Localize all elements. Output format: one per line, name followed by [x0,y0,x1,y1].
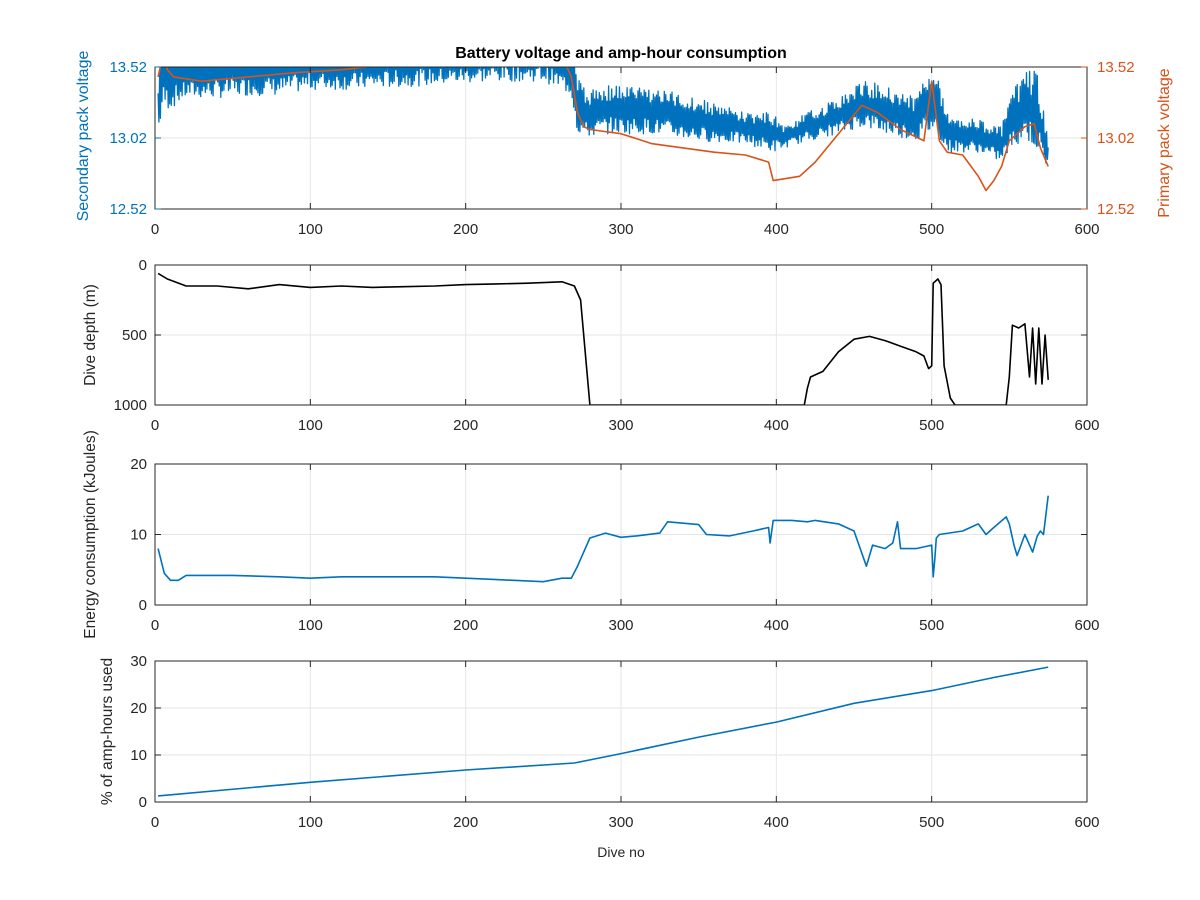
y-tick-label-right: 13.02 [1097,130,1135,147]
y-tick-label: 500 [122,327,147,344]
x-tick-label: 500 [919,221,944,238]
subplot-4: 0 100 200 300 400 500 600 0 10 20 30 % of amp-hours… [99,653,1100,831]
x-tick-label: 500 [919,617,944,634]
y-tick-label: 20 [130,456,147,473]
y-tick-label: 30 [130,653,147,670]
x-tick-label: 100 [298,221,323,238]
y-tick-label: 20 [130,700,147,717]
x-tick-label: 400 [764,417,789,434]
y-tick-label: 13.52 [109,59,147,76]
x-tick-label: 300 [608,617,633,634]
x-tick-label: 600 [1074,814,1099,831]
series-line-1 [157,272,1049,405]
x-tick-label: 200 [453,221,478,238]
y-tick-label: 0 [139,794,147,811]
x-tick-label: 400 [764,814,789,831]
x-tick-label: 0 [151,814,159,831]
y-axis-label: Dive depth (m) [82,284,99,386]
x-tick-label: 300 [608,221,633,238]
y-tick-label: 10 [130,747,147,764]
x-tick-label: 100 [298,617,323,634]
series-line-1 [157,495,1049,583]
series-line-1 [157,67,1049,164]
x-tick-label: 100 [298,814,323,831]
x-tick-label: 100 [298,417,323,434]
y-tick-label: 13.02 [109,130,147,147]
x-axis-label: Dive no [597,844,645,860]
x-tick-label: 200 [453,617,478,634]
y-axis-label-right: Primary pack voltage [1156,68,1173,217]
x-tick-label: 400 [764,617,789,634]
y-tick-label-right: 12.52 [1097,201,1135,218]
x-tick-label: 600 [1074,417,1099,434]
y-axis-label: Energy consumption (kJoules) [82,430,99,639]
series-line-1 [158,666,1049,797]
y-tick-label-right: 13.52 [1097,59,1135,76]
y-tick-label: 0 [139,257,147,274]
y-axis-label-left: Secondary pack voltage [75,51,92,222]
x-tick-label: 600 [1074,221,1099,238]
chart-title: Battery voltage and amp-hour consumption [455,45,787,62]
x-tick-label: 500 [919,814,944,831]
x-tick-label: 0 [151,617,159,634]
x-tick-label: 300 [608,814,633,831]
x-tick-label: 600 [1074,617,1099,634]
x-tick-label: 500 [919,417,944,434]
subplot-2: 0 100 200 300 400 500 600 0 500 1000 Dive depth (m… [82,257,1100,434]
subplot-1: 0 100 200 300 400 500 600 12.52 12.52 13.02 13.02 1… [75,51,1173,238]
subplot-3: 0 100 200 300 400 500 600 0 10 20 Energy consumpti… [82,430,1100,639]
x-tick-label: 200 [453,417,478,434]
x-tick-label: 400 [764,221,789,238]
x-tick-label: 300 [608,417,633,434]
x-tick-label: 0 [151,221,159,238]
x-tick-label: 200 [453,814,478,831]
x-tick-label: 0 [151,417,159,434]
y-tick-label: 10 [130,527,147,544]
y-tick-label: 12.52 [109,201,147,218]
y-tick-label: 0 [139,597,147,614]
y-axis-label: % of amp-hours used [99,658,116,805]
y-tick-label: 1000 [114,397,147,414]
